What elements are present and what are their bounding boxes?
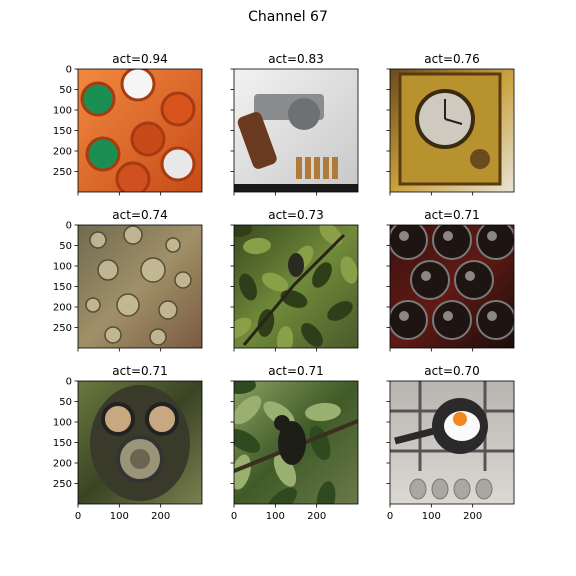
x-tick-label: 100 <box>422 511 441 522</box>
scene-monkey-in-jungle-tree <box>234 381 358 504</box>
x-tick-label: 0 <box>387 511 393 522</box>
panel-orange-and-green-bottle-caps: act=0.94 0 50 100 150 200 250 <box>53 52 203 196</box>
scene-orange-and-green-bottle-caps <box>80 69 196 192</box>
y-tick-label: 200 <box>53 147 72 158</box>
y-tick-label: 0 <box>66 65 72 76</box>
panel-title: act=0.70 <box>424 364 479 378</box>
x-tick-label: 100 <box>266 511 285 522</box>
panel-monkey-in-jungle-tree: act=0.71 0 100 200 <box>230 364 359 522</box>
scene-fried-egg-on-stove <box>390 381 514 500</box>
panel-title: act=0.73 <box>268 208 323 222</box>
y-tick-label: 100 <box>53 418 72 429</box>
y-tick-label: 250 <box>53 479 72 490</box>
y-tick-label: 0 <box>66 221 72 232</box>
scene-wine-bottle-bottoms <box>390 225 514 340</box>
panel-title: act=0.76 <box>424 52 479 66</box>
x-tick-label: 0 <box>231 511 237 522</box>
panel-wine-bottle-bottoms: act=0.71 <box>386 208 515 352</box>
y-tick-label: 250 <box>53 167 72 178</box>
y-tick-label: 50 <box>59 85 72 96</box>
x-tick-label: 200 <box>307 511 326 522</box>
y-tick-label: 50 <box>59 241 72 252</box>
figure-title: Channel 67 <box>248 9 328 25</box>
panel-title: act=0.71 <box>424 208 479 222</box>
y-tick-label: 200 <box>53 459 72 470</box>
y-tick-label: 50 <box>59 397 72 408</box>
panel-brass-clock-mechanism: act=0.76 <box>386 52 515 196</box>
scene-revolver-with-bullets <box>234 94 358 192</box>
panel-title: act=0.94 <box>112 52 167 66</box>
x-tick-label: 200 <box>463 511 482 522</box>
x-tick-label: 200 <box>151 511 170 522</box>
panel-title: act=0.71 <box>268 364 323 378</box>
y-tick-label: 0 <box>66 377 72 388</box>
y-tick-label: 150 <box>53 282 72 293</box>
scene-brass-clock-mechanism <box>398 72 502 186</box>
x-tick-label: 0 <box>75 511 81 522</box>
y-tick-label: 100 <box>53 262 72 273</box>
panel-title: act=0.83 <box>268 52 323 66</box>
x-tick-label: 100 <box>110 511 129 522</box>
panel-revolver-with-bullets: act=0.83 <box>230 52 359 196</box>
panel-bird-in-tree-foliage: act=0.73 <box>230 208 359 352</box>
y-tick-label: 150 <box>53 126 72 137</box>
scene-water-droplets <box>85 225 192 346</box>
y-tick-label: 250 <box>53 323 72 334</box>
panel-water-droplets: act=0.74 0 50 100 150 200 250 <box>53 208 203 352</box>
panel-gas-mask-soldier: act=0.71 0 50 100 150 200 250 0 100 200 <box>53 364 203 522</box>
y-tick-label: 150 <box>53 438 72 449</box>
scene-bird-in-tree-foliage <box>234 225 358 348</box>
panel-fried-egg-on-stove: act=0.70 0 100 200 <box>386 364 515 522</box>
panel-title: act=0.74 <box>112 208 167 222</box>
panel-title: act=0.71 <box>112 364 167 378</box>
y-tick-label: 100 <box>53 106 72 117</box>
y-tick-label: 200 <box>53 303 72 314</box>
scene-gas-mask-soldier <box>90 385 190 501</box>
